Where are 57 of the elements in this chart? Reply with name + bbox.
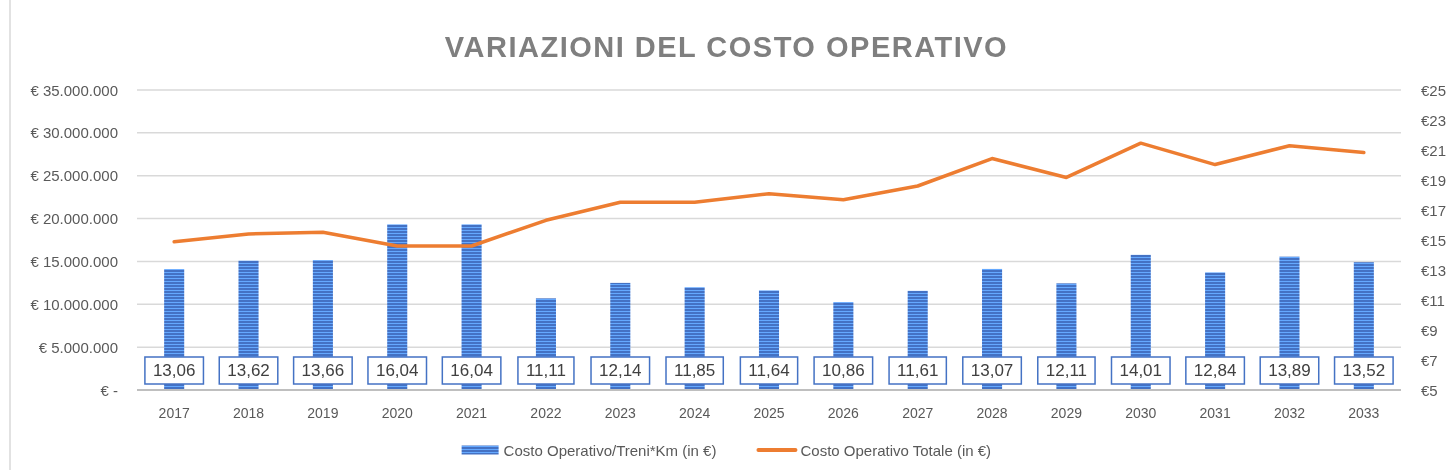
data-label: 13,89 xyxy=(1268,361,1311,380)
y-tick-label: € 25.000.000 xyxy=(30,167,118,185)
x-tick-label: 2029 xyxy=(1050,405,1083,421)
x-tick-label: 2017 xyxy=(158,405,190,421)
y2-tick-label: €25 xyxy=(1421,81,1447,99)
x-tick-label: 2025 xyxy=(753,405,785,421)
x-tick-label: 2024 xyxy=(679,405,711,421)
data-label: 16,04 xyxy=(375,361,419,380)
y2-tick-label: €23 xyxy=(1421,111,1447,129)
x-tick-label: 2018 xyxy=(232,405,265,421)
y2-tick-label: €15 xyxy=(1421,231,1447,249)
data-label: 11,64 xyxy=(748,361,790,380)
data-label: 11,85 xyxy=(674,361,716,380)
data-label: 16,04 xyxy=(450,361,493,380)
y2-tick-label: €9 xyxy=(1421,321,1438,339)
y-tick-label: € 5.000.000 xyxy=(38,338,118,356)
y2-tick-label: €21 xyxy=(1421,141,1447,159)
y2-tick-label: €17 xyxy=(1421,201,1447,219)
x-tick-label: 2027 xyxy=(902,405,934,421)
line-series xyxy=(172,141,1366,248)
y2-tick-label: €7 xyxy=(1421,351,1438,369)
data-label: 13,06 xyxy=(152,361,196,380)
y-tick-label: € - xyxy=(100,381,118,399)
data-label: 11,11 xyxy=(525,361,566,380)
data-label: 13,66 xyxy=(301,361,345,380)
data-label: 13,52 xyxy=(1342,361,1386,380)
data-label: 14,01 xyxy=(1119,361,1163,380)
data-label: 12,84 xyxy=(1193,361,1237,380)
x-tick-label: 2019 xyxy=(307,405,339,421)
x-tick-label: 2022 xyxy=(530,405,562,421)
data-label: 12,14 xyxy=(599,361,642,380)
legend-label: Costo Operativo Totale (in €) xyxy=(800,441,992,459)
y2-tick-label: €19 xyxy=(1421,171,1447,189)
x-tick-label: 2030 xyxy=(1125,405,1157,421)
data-label: 13,62 xyxy=(227,361,270,380)
data-label: 11,61 xyxy=(897,361,939,380)
x-tick-label: 2021 xyxy=(456,405,488,421)
x-tick-label: 2026 xyxy=(827,405,860,421)
x-tick-label: 2028 xyxy=(976,405,1008,421)
y2-tick-label: €13 xyxy=(1421,261,1447,279)
x-tick-label: 2020 xyxy=(381,405,414,421)
data-label: 13,07 xyxy=(970,361,1014,380)
x-tick-label: 2032 xyxy=(1273,405,1306,421)
y-tick-label: € 30.000.000 xyxy=(30,124,118,142)
y-tick-label: € 20.000.000 xyxy=(30,210,118,228)
data-label: 12,11 xyxy=(1045,361,1088,380)
x-tick-label: 2031 xyxy=(1199,405,1231,421)
y2-tick-label: €5 xyxy=(1421,381,1438,399)
x-tick-label: 2023 xyxy=(604,405,637,421)
y-tick-label: € 15.000.000 xyxy=(30,252,118,270)
x-tick-label: 2033 xyxy=(1348,405,1380,421)
data-label: 10,86 xyxy=(822,361,865,380)
y-tick-label: € 10.000.000 xyxy=(30,295,118,313)
legend-label: Costo Operativo/Treni*Km (in €) xyxy=(503,441,717,459)
y-tick-label: € 35.000.000 xyxy=(30,81,118,99)
chart-title: VARIAZIONI DEL COSTO OPERATIVO xyxy=(444,31,1009,63)
y2-tick-label: €11 xyxy=(1421,291,1445,309)
